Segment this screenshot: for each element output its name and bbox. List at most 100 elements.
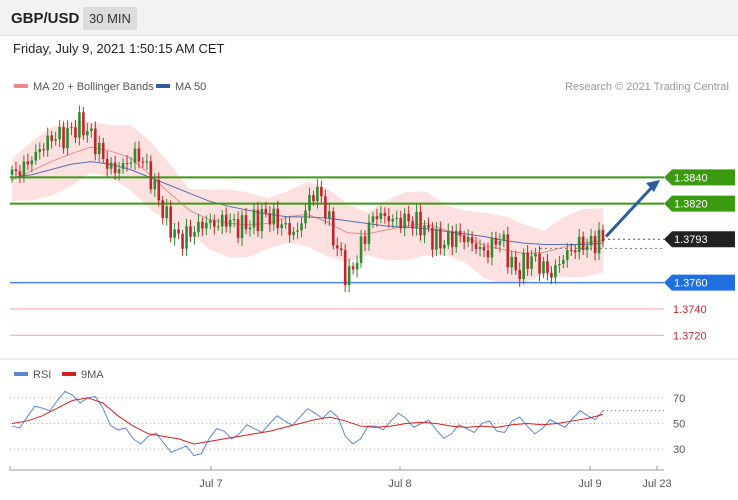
candle-body — [224, 214, 228, 227]
candle-134 — [542, 256, 545, 279]
forecast-arrow-shaft — [604, 183, 656, 238]
candle-body — [14, 169, 18, 172]
candle-body — [419, 211, 422, 236]
legend-label-ma20: MA 20 + Bollinger Bands — [33, 81, 154, 93]
candle-13 — [62, 121, 65, 154]
candle-body — [201, 221, 204, 229]
candle-body — [50, 135, 53, 141]
candle-34 — [145, 153, 149, 170]
candle-101 — [411, 216, 414, 236]
candle-body — [181, 233, 184, 249]
legend-label-ma50: MA 50 — [175, 81, 206, 93]
candle-body — [403, 213, 406, 229]
candle-body — [379, 213, 383, 219]
candle-7 — [38, 142, 42, 160]
candle-body — [117, 169, 121, 174]
candle-11 — [54, 131, 57, 146]
candle-body — [597, 229, 601, 254]
candle-body — [363, 236, 367, 244]
candle-116 — [470, 231, 474, 252]
candle-body — [375, 216, 379, 219]
candle-body — [93, 128, 97, 155]
candle-body — [411, 221, 414, 229]
candle-29 — [125, 155, 129, 172]
candle-body — [355, 262, 359, 270]
candle-body — [569, 250, 573, 252]
candle-body — [450, 231, 454, 248]
candle-59 — [244, 207, 248, 235]
candle-49 — [205, 215, 208, 235]
candle-97 — [395, 210, 399, 227]
candle-body — [101, 142, 105, 159]
candle-31 — [133, 141, 137, 171]
candle-body — [534, 253, 537, 257]
candle-body — [212, 220, 216, 227]
candle-body — [581, 236, 585, 251]
candle-body — [439, 228, 442, 249]
candle-19 — [86, 123, 89, 143]
candle-145 — [585, 238, 589, 258]
candle-106 — [431, 222, 434, 258]
x-tick-label-1: Jul 8 — [388, 478, 411, 490]
candle-143 — [577, 228, 581, 260]
candle-body — [312, 195, 315, 202]
candle-37 — [157, 172, 161, 207]
candle-2 — [18, 164, 22, 184]
candle-body — [351, 266, 355, 270]
level-label-3: 1.3760 — [674, 278, 708, 290]
candle-body — [458, 230, 462, 236]
candle-body — [542, 261, 545, 274]
candle-22 — [97, 135, 101, 162]
timeframe-button[interactable]: 30 MIN — [83, 7, 137, 30]
candle-15 — [70, 122, 73, 136]
candle-body — [70, 127, 73, 129]
candle-146 — [589, 228, 593, 251]
candle-103 — [419, 204, 422, 241]
candle-body — [74, 127, 77, 138]
candle-body — [205, 222, 208, 229]
candle-32 — [137, 141, 141, 169]
candle-body — [343, 250, 347, 286]
candle-body — [193, 232, 196, 237]
candle-body — [10, 169, 14, 175]
candle-123 — [498, 233, 502, 253]
research-credit: Research © 2021 Trading Central — [565, 81, 729, 93]
candle-body — [248, 227, 252, 230]
candlesticks — [10, 105, 605, 293]
candle-body — [78, 112, 81, 138]
candle-body — [66, 128, 69, 149]
candle-body — [423, 225, 426, 236]
candle-117 — [474, 236, 478, 255]
legend-swatch-rsi — [14, 372, 28, 376]
candle-body — [280, 224, 284, 229]
candle-82 — [335, 237, 339, 257]
candle-body — [58, 126, 61, 140]
candle-body — [546, 261, 549, 273]
candle-66 — [272, 203, 276, 231]
candle-81 — [331, 207, 335, 250]
candle-119 — [482, 242, 486, 258]
candle-136 — [550, 266, 553, 285]
candle-body — [328, 211, 331, 219]
candle-102 — [415, 204, 418, 236]
candle-body — [478, 247, 482, 250]
candle-body — [129, 162, 133, 164]
candle-67 — [276, 200, 280, 235]
rsi-tick-label-0: 70 — [673, 393, 685, 405]
candle-140 — [566, 242, 569, 268]
candle-113 — [458, 223, 462, 243]
candle-16 — [74, 119, 77, 143]
candle-111 — [450, 225, 454, 255]
candle-body — [268, 213, 272, 225]
candle-body — [46, 135, 49, 151]
candle-body — [502, 234, 506, 242]
rsi-tick-label-2: 30 — [673, 444, 685, 456]
candle-79 — [324, 189, 327, 225]
candle-62 — [256, 201, 260, 237]
candle-95 — [387, 208, 391, 228]
candle-124 — [502, 230, 506, 248]
candle-body — [506, 234, 510, 268]
candle-body — [490, 237, 494, 258]
candle-body — [244, 215, 248, 230]
